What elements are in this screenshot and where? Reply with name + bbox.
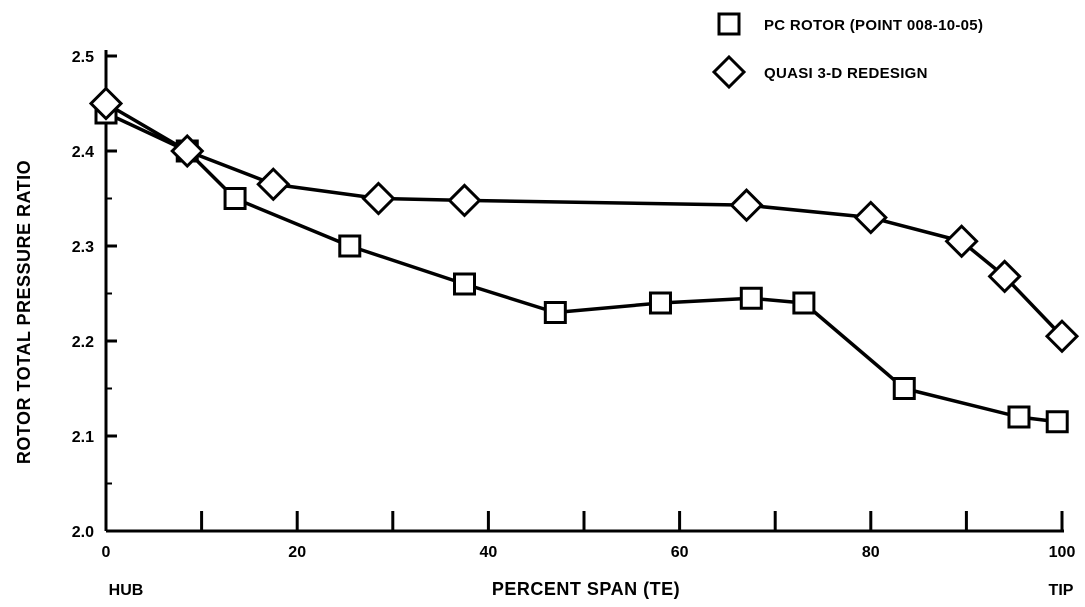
diamond-point bbox=[88, 86, 124, 121]
diamond-point bbox=[447, 183, 482, 218]
y-tick-label: 2.4 bbox=[72, 144, 94, 161]
square-point bbox=[223, 187, 247, 210]
series-line bbox=[105, 101, 1064, 338]
x-tick-label: 0 bbox=[102, 544, 111, 561]
square-point bbox=[1007, 405, 1031, 429]
legend-label: QUASI 3-D REDESIGN bbox=[764, 65, 928, 82]
square-point bbox=[739, 286, 763, 310]
y-tick-label: 2.5 bbox=[72, 49, 94, 66]
diamond-point bbox=[256, 167, 291, 202]
x-axis-title: PERCENT SPAN (TE) bbox=[492, 579, 680, 599]
legend-marker-square bbox=[717, 12, 741, 36]
markers-quasi-3d-redesign bbox=[88, 86, 1080, 354]
diamond-point bbox=[944, 224, 979, 259]
diamond-point bbox=[853, 200, 888, 235]
square-point bbox=[338, 234, 362, 258]
square-point bbox=[453, 272, 476, 296]
square-point bbox=[543, 301, 567, 324]
diamond-point bbox=[170, 133, 205, 169]
markers-pc-rotor bbox=[94, 101, 1069, 434]
y-tick-label: 2.3 bbox=[72, 239, 94, 256]
x-tick-label: 20 bbox=[288, 544, 306, 561]
y-tick-label: 2.1 bbox=[72, 429, 94, 446]
square-point bbox=[648, 291, 672, 315]
diamond-point bbox=[729, 188, 764, 223]
x-end-label-hub: HUB bbox=[109, 582, 144, 599]
legend-label: PC ROTOR (POINT 008-10-05) bbox=[764, 17, 983, 34]
y-axis-title: ROTOR TOTAL PRESSURE RATIO bbox=[14, 160, 34, 464]
series-pc-rotor bbox=[105, 111, 1058, 424]
x-tick-label: 40 bbox=[480, 544, 498, 561]
series-line bbox=[105, 111, 1058, 424]
legend-marker-diamond bbox=[711, 54, 747, 90]
diamond-point bbox=[987, 259, 1022, 294]
series-quasi-3d-redesign bbox=[105, 101, 1064, 338]
diamond-point bbox=[1044, 319, 1080, 354]
axes: 2.0 2.1 2.2 2.3 2.4 2.5 0 20 40 60 80 100 bbox=[72, 49, 1076, 561]
series-layer bbox=[88, 86, 1080, 434]
x-tick-label: 80 bbox=[862, 544, 880, 561]
square-point bbox=[792, 291, 816, 315]
x-tick-label: 60 bbox=[671, 544, 689, 561]
legend: PC ROTOR (POINT 008-10-05) QUASI 3-D REDE… bbox=[711, 12, 983, 90]
square-point bbox=[892, 377, 916, 400]
y-tick-label: 2.2 bbox=[72, 334, 94, 351]
diamond-point bbox=[361, 181, 396, 216]
y-tick-label: 2.0 bbox=[72, 524, 94, 541]
square-point bbox=[1045, 410, 1069, 434]
x-end-label-tip: TIP bbox=[1049, 582, 1074, 599]
x-tick-label: 100 bbox=[1049, 544, 1076, 561]
